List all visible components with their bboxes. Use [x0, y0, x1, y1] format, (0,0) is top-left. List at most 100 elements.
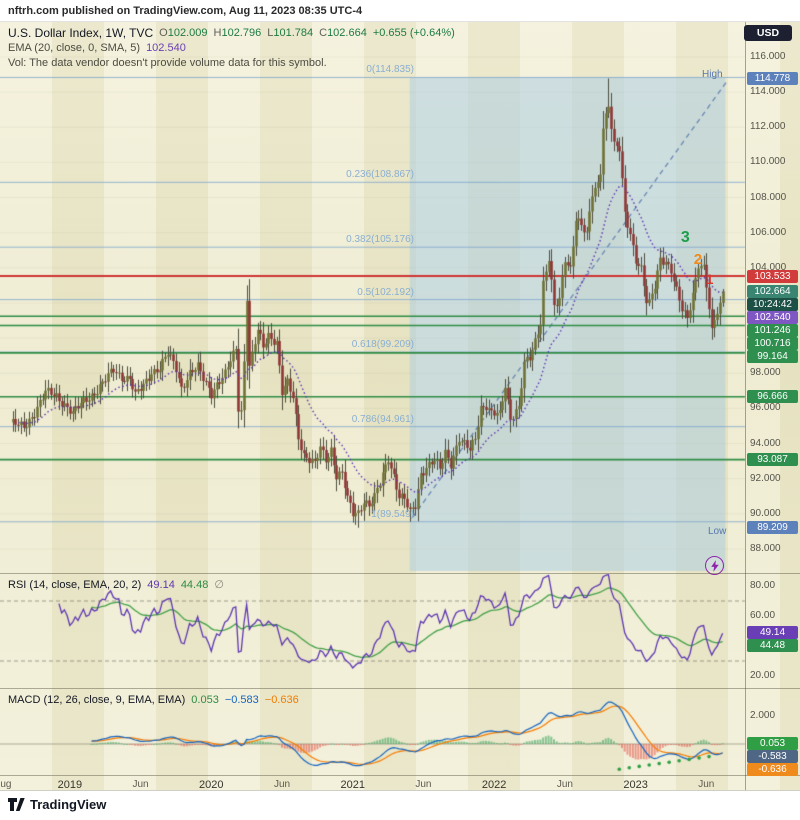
price-axis-tick: 90.000: [750, 507, 781, 519]
time-axis-label: 2020: [199, 779, 224, 791]
macd-legend-label[interactable]: MACD (12, 26, close, 9, EMA, EMA): [8, 693, 186, 706]
change-value: +0.655 (+0.64%): [372, 26, 455, 39]
ohlc-open-value: 102.009: [167, 26, 208, 39]
price-axis-tick: 88.000: [750, 542, 781, 554]
resistance-level-badge: 103.533: [747, 269, 798, 283]
ema-legend-row: EMA (20, close, 0, SMA, 5) 102.540: [8, 40, 455, 55]
ohlc-close: C 102.664: [319, 27, 367, 39]
low-label: Low: [708, 526, 727, 537]
rsi-legend-ma: 44.48: [180, 578, 209, 591]
price-axis-tick: 96.000: [750, 402, 781, 414]
price-axis-tick: 116.000: [750, 51, 786, 62]
rsi-legend: RSI (14, close, EMA, 20, 2) 49.14 44.48 …: [8, 577, 224, 592]
time-axis-label: Jun: [556, 779, 573, 790]
price-axis-tick: 98.000: [750, 367, 781, 379]
ohlc-low-value: 101.784: [273, 26, 314, 39]
support-level-badge: 93.087: [747, 453, 798, 467]
fib-level-label: 0.5(102.192): [357, 286, 414, 298]
macd-signal-badge: -0.636: [747, 762, 798, 776]
time-axis-label: Jun: [273, 779, 291, 790]
fib-level-label: 0(114.835): [366, 64, 414, 76]
high-price-badge: 114.778: [747, 71, 798, 85]
fib-level-label: 1(89.549): [371, 508, 414, 520]
wave-count-marker-2: 2: [693, 250, 703, 268]
price-scale-border: [745, 22, 746, 790]
rsi-axis-tick: 20.00: [750, 670, 776, 681]
macd-legend: MACD (12, 26, close, 9, EMA, EMA) 0.053 …: [8, 692, 299, 707]
volume-note-row: Vol: The data vendor doesn't provide vol…: [8, 55, 455, 70]
price-axis-tick: 104.000: [750, 261, 787, 273]
ohlc-close-value: 102.664: [327, 26, 367, 39]
rsi-legend-suffix: ∅: [214, 579, 224, 591]
ohlc-open: O 102.009: [159, 27, 207, 39]
tradingview-logo-mark: [8, 798, 25, 811]
low-price-badge: 89.209: [747, 521, 798, 535]
tradingview-logo[interactable]: TradingView: [8, 797, 106, 812]
pane-separator[interactable]: [0, 573, 800, 574]
time-axis-label: 2019: [57, 779, 83, 791]
fib-level-label: 0.786(94.961): [351, 413, 414, 425]
support-level-badge: 96.666: [747, 390, 798, 404]
symbol-title[interactable]: U.S. Dollar Index, 1W, TVC: [8, 25, 154, 40]
rsi-axis-tick: 80.00: [750, 580, 776, 591]
macd-legend-value: −0.583: [224, 693, 259, 706]
ohlc-low-key: L: [267, 26, 274, 39]
support-level-badge: 101.246: [747, 323, 798, 337]
time-axis-label: 2023: [623, 779, 648, 791]
ema-legend-value: 102.540: [146, 41, 186, 54]
ohlc-close-key: C: [319, 26, 328, 39]
rsi-axis-tick: 60.00: [750, 610, 776, 621]
macd-hist-badge: 0.053: [747, 736, 798, 750]
ohlc-open-key: O: [159, 26, 168, 39]
ohlc-high-key: H: [213, 26, 222, 39]
high-label: High: [702, 69, 723, 80]
ohlc-high-value: 102.796: [221, 26, 262, 39]
ohlc-high: H 102.796: [214, 27, 262, 39]
attribution-bar: nftrh.com published on TradingView.com, …: [0, 0, 800, 22]
rsi-value-badge: 49.14: [747, 625, 798, 639]
fib-level-label: 0.382(105.176): [346, 234, 414, 246]
ema-legend-label[interactable]: EMA (20, close, 0, SMA, 5): [8, 41, 141, 54]
macd-legend-signal: −0.636: [264, 693, 299, 706]
price-axis-tick: 94.000: [750, 437, 781, 449]
lightning-bolt-glyph: [710, 559, 719, 572]
time-axis-label: Jun: [415, 779, 432, 790]
price-axis-tick: 108.000: [750, 191, 787, 203]
time-axis-label: ug: [0, 779, 12, 790]
fib-level-label: 0.236(108.867): [346, 169, 414, 181]
attribution-text: nftrh.com published on TradingView.com, …: [8, 4, 363, 17]
footer-bar: TradingView: [0, 790, 800, 820]
support-level-badge: 100.716: [747, 336, 798, 350]
wave-count-marker-3: 3: [680, 228, 690, 246]
price-axis-tick: 92.000: [750, 472, 781, 484]
last-price-badge: 102.664: [747, 284, 798, 298]
volume-note: Vol: The data vendor doesn't provide vol…: [8, 56, 327, 69]
time-axis-label: Jun: [698, 779, 715, 790]
ema-value-badge: 102.540: [747, 310, 798, 324]
ohlc-low: L 101.784: [267, 27, 313, 39]
bar-countdown-badge: 10:24:42: [747, 297, 798, 311]
support-level-badge: 99.164: [747, 349, 798, 363]
price-axis-tick: 110.000: [750, 156, 786, 168]
rsi-legend-label[interactable]: RSI (14, close, EMA, 20, 2): [8, 578, 142, 591]
pane-separator: [0, 775, 800, 776]
price-axis-tick: 114.000: [750, 86, 786, 98]
time-axis-label: Jun: [132, 779, 149, 790]
macd-legend-hist: 0.053: [191, 693, 219, 706]
price-axis-tick: 106.000: [750, 226, 787, 238]
symbol-row: U.S. Dollar Index, 1W, TVC O 102.009 H 102…: [8, 25, 455, 40]
fib-level-label: 0.618(99.209): [351, 339, 414, 351]
rsi-legend-value: 49.14: [147, 578, 175, 591]
pane-separator[interactable]: [0, 688, 800, 689]
lightning-icon[interactable]: [705, 556, 724, 575]
macd-axis-tick: 2.000: [750, 710, 776, 721]
macd-value-badge: -0.583: [747, 749, 798, 763]
currency-button[interactable]: USD: [744, 25, 792, 41]
price-axis-tick: 112.000: [750, 121, 786, 133]
wave-count-marker-1: 1: [705, 270, 714, 287]
chart-legend: U.S. Dollar Index, 1W, TVC O 102.009 H 102…: [8, 25, 455, 70]
time-axis-label: 2022: [481, 779, 507, 791]
tradingview-logo-text: TradingView: [30, 797, 107, 812]
rsi-ma-badge: 44.48: [747, 638, 798, 652]
